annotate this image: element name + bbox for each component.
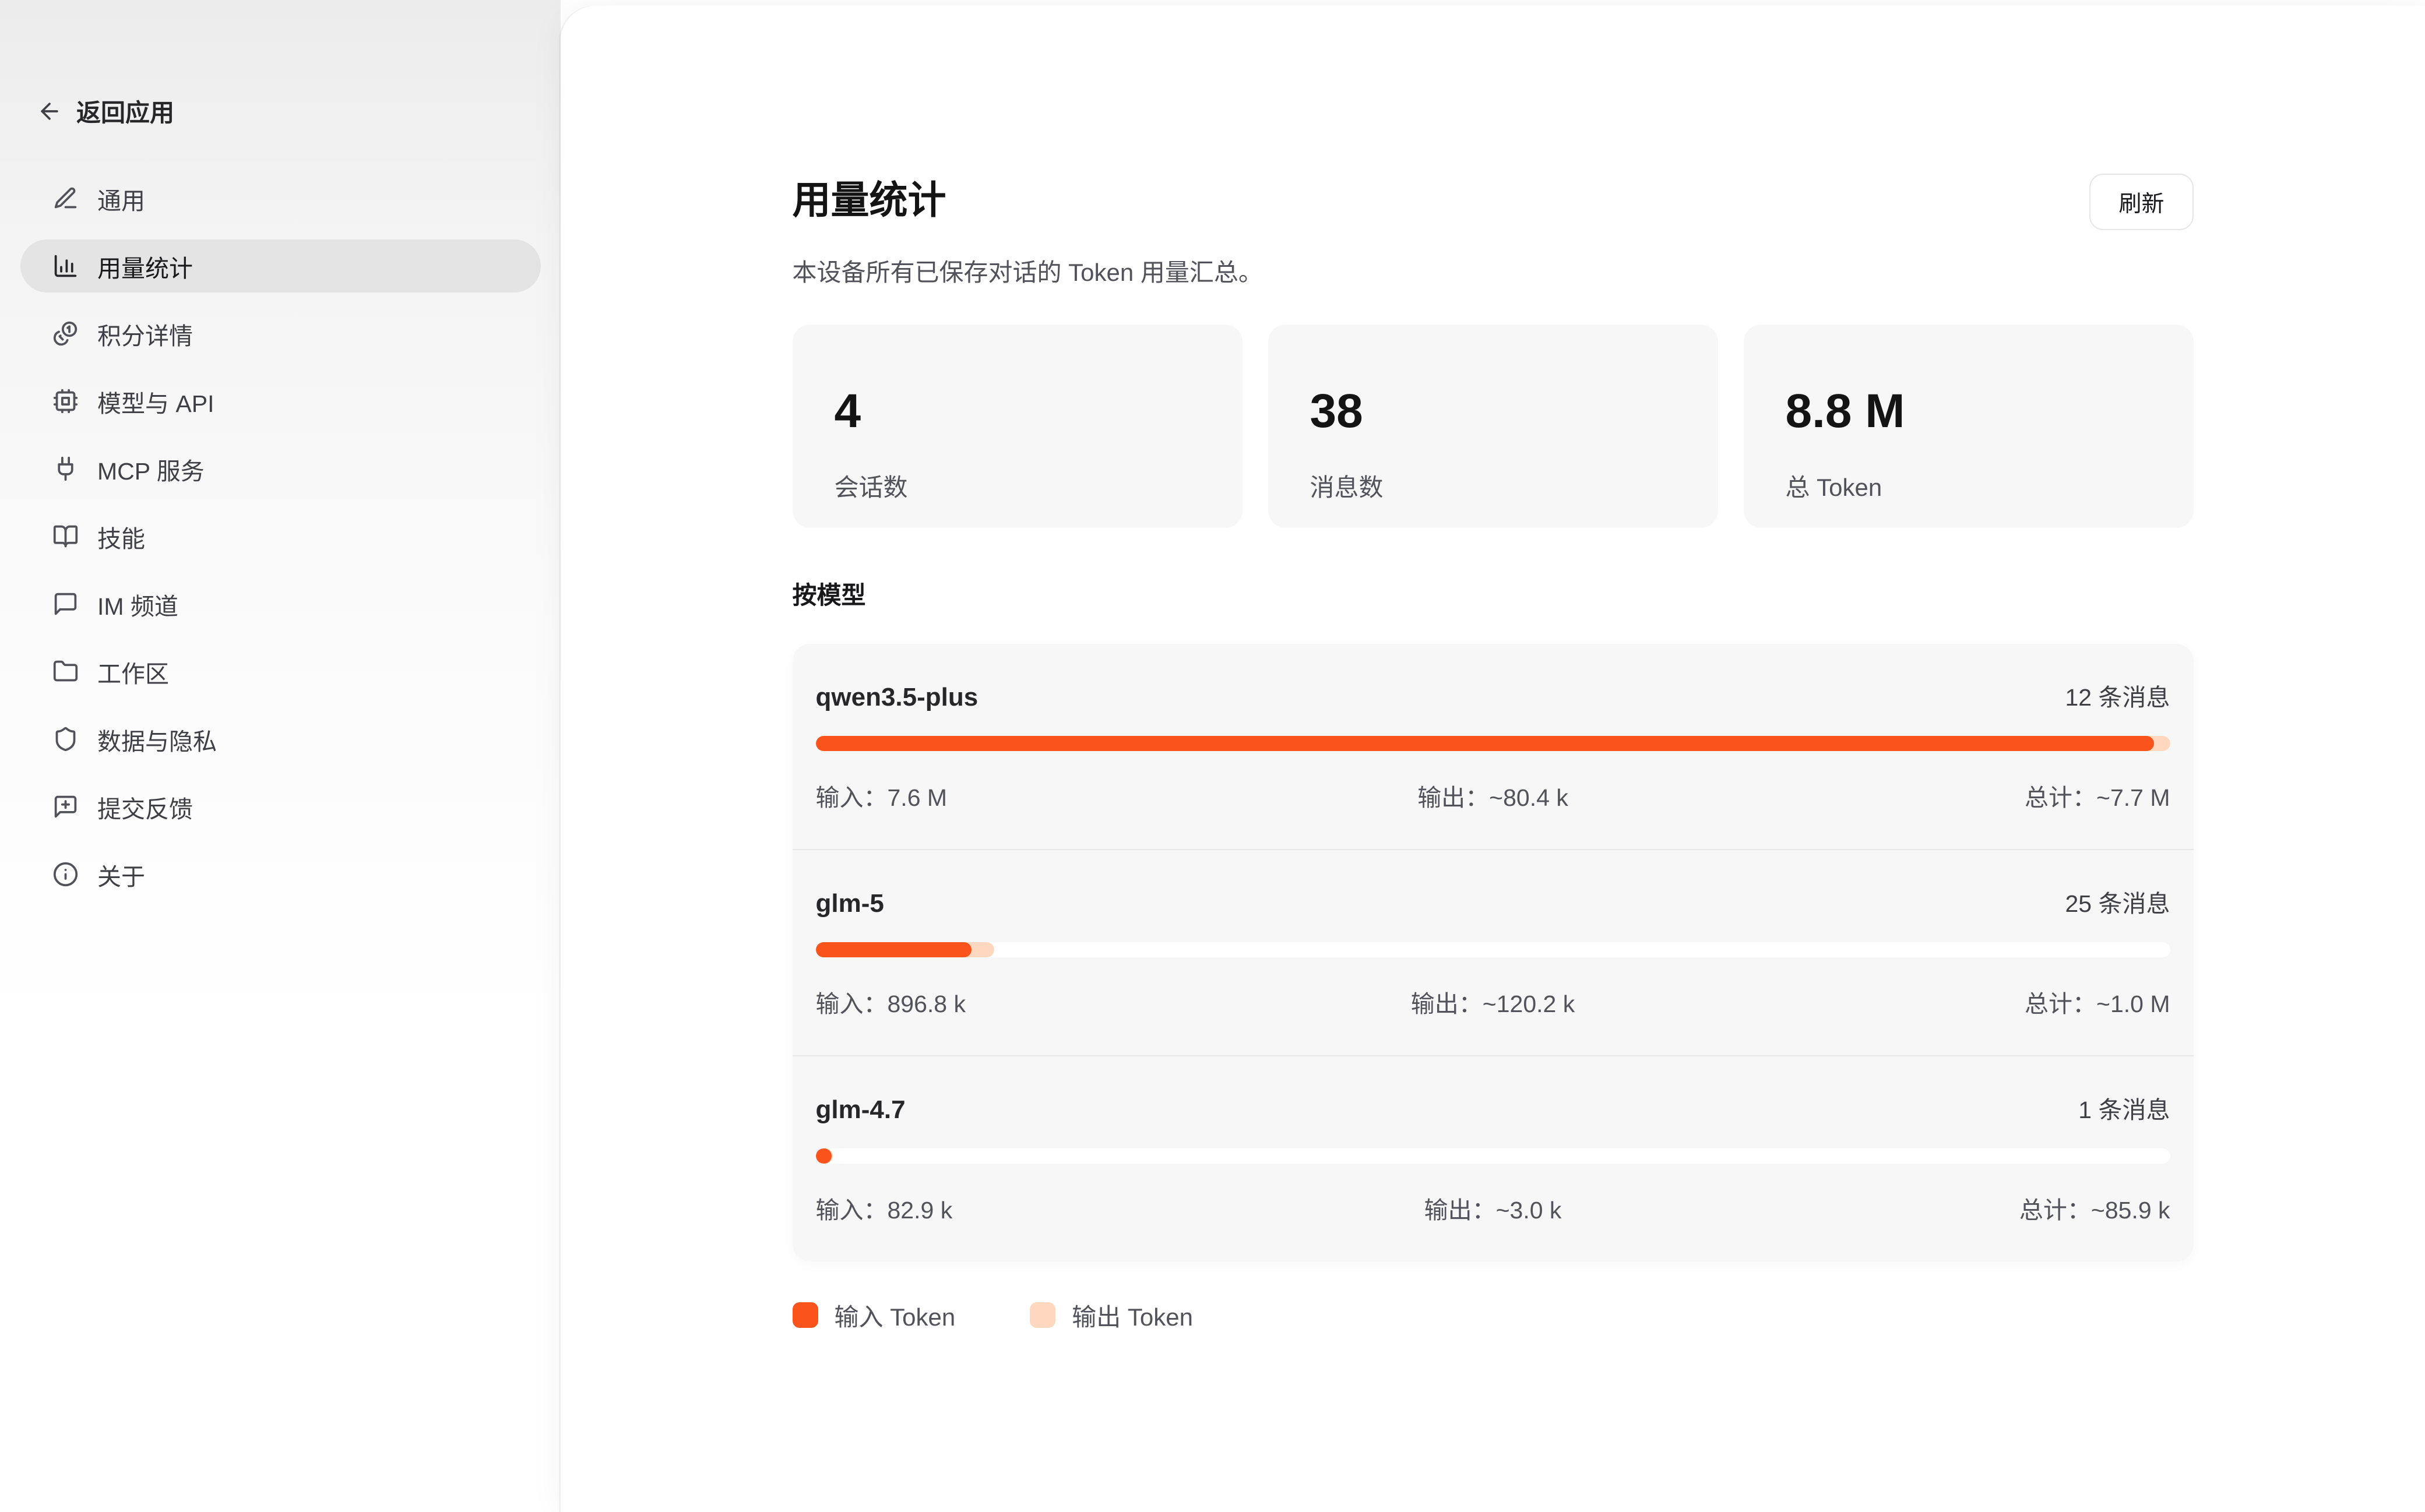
sidebar-item-data-privacy[interactable]: 数据与隐私 [20, 713, 541, 766]
model-message-count: 25 条消息 [2065, 890, 2170, 917]
legend-input-token: 输入 Token [792, 1298, 956, 1333]
sidebar-item-about[interactable]: 关于 [20, 848, 541, 901]
model-row-qwen3-5-plus: qwen3.5-plus 12 条消息 输入：7.6 M 输出：~80.4 k … [793, 644, 2194, 849]
stat-card-sessions: 4 会话数 [792, 324, 1243, 528]
settings-main-panel: 用量统计 本设备所有已保存对话的 Token 用量汇总。 刷新 4 会话数 38… [561, 6, 2425, 1512]
sidebar-item-label: 通用 [97, 187, 145, 214]
model-name: glm-5 [815, 889, 884, 918]
legend-label: 输出 Token [1072, 1303, 1193, 1331]
page-subtitle: 本设备所有已保存对话的 Token 用量汇总。 [792, 258, 1263, 286]
model-name: glm-4.7 [815, 1095, 906, 1124]
input-token-segment [815, 735, 2154, 751]
model-total-stat: 总计：~7.7 M [2025, 784, 2170, 811]
cpu-icon [53, 389, 78, 414]
output-token-swatch [1030, 1302, 1056, 1328]
settings-sidebar: 返回应用 通用 用量统计 积分详情 模型与 API MCP 服务 技能 I [0, 0, 561, 1512]
plug-icon [58, 456, 73, 481]
back-to-app-label: 返回应用 [76, 99, 175, 126]
sidebar-item-label: 模型与 API [97, 390, 214, 417]
stat-value: 38 [1310, 384, 1363, 438]
model-message-count: 12 条消息 [2065, 683, 2170, 711]
stat-label: 会话数 [834, 473, 908, 501]
model-output-stat: 输出：~120.2 k [1410, 990, 1575, 1017]
sidebar-item-label: 用量统计 [97, 255, 193, 282]
book-open-icon [53, 525, 78, 548]
model-row-glm-5: glm-5 25 条消息 输入：896.8 k 输出：~120.2 k 总计：~… [792, 848, 2194, 1055]
model-row-glm-4-7: glm-4.7 1 条消息 输入：82.9 k 输出：~3.0 k 总计：~85… [792, 1055, 2194, 1261]
sidebar-item-label: 数据与隐私 [97, 728, 217, 755]
stat-value: 8.8 M [1785, 384, 1905, 438]
back-to-app-link[interactable]: 返回应用 [37, 93, 541, 129]
legend-label: 输入 Token [834, 1303, 956, 1331]
stat-value: 4 [834, 384, 861, 438]
input-token-segment [815, 942, 972, 957]
model-name: qwen3.5-plus [815, 682, 979, 711]
model-message-count: 1 条消息 [2078, 1096, 2170, 1123]
sidebar-item-label: 提交反馈 [97, 795, 193, 823]
by-model-heading: 按模型 [792, 581, 866, 609]
bar-legend: 输入 Token 输出 Token [792, 1298, 2194, 1333]
sidebar-item-skills[interactable]: 技能 [20, 510, 541, 563]
arrow-left-icon [41, 102, 58, 120]
shield-icon [55, 727, 76, 752]
token-usage-bar [815, 942, 2170, 957]
sidebar-item-label: 技能 [97, 525, 145, 552]
refresh-button[interactable]: 刷新 [2089, 174, 2194, 230]
model-output-stat: 输出：~3.0 k [1424, 1196, 1562, 1224]
model-input-stat: 输入：7.6 M [815, 784, 948, 811]
sidebar-item-label: 积分详情 [97, 322, 193, 350]
model-input-stat: 输入：82.9 k [815, 1196, 953, 1224]
sidebar-item-label: 关于 [97, 863, 145, 890]
model-output-stat: 输出：~80.4 k [1417, 784, 1568, 811]
coins-icon [53, 321, 78, 346]
sidebar-item-im-channels[interactable]: IM 频道 [20, 577, 541, 630]
folder-icon [53, 660, 78, 682]
model-total-stat: 总计：~1.0 M [2025, 990, 2170, 1017]
input-token-segment [815, 1148, 832, 1164]
model-total-stat: 总计：~85.9 k [2019, 1196, 2170, 1224]
token-usage-bar [815, 1148, 2170, 1164]
sidebar-item-feedback[interactable]: 提交反馈 [20, 780, 541, 833]
sidebar-nav: 通用 用量统计 积分详情 模型与 API MCP 服务 技能 IM 频道 工作 [20, 172, 541, 901]
stat-label: 总 Token [1785, 473, 1882, 501]
bar-chart-icon [54, 255, 77, 277]
sidebar-item-usage-stats[interactable]: 用量统计 [20, 239, 541, 292]
sidebar-item-general[interactable]: 通用 [20, 172, 541, 225]
sidebar-item-label: IM 频道 [97, 593, 178, 620]
page-title: 用量统计 [792, 178, 946, 221]
input-token-swatch [792, 1302, 818, 1328]
stat-label: 消息数 [1310, 473, 1384, 501]
message-square-icon [54, 593, 77, 615]
token-usage-bar [815, 735, 2170, 751]
sidebar-item-credits[interactable]: 积分详情 [20, 307, 541, 360]
stat-card-total-tokens: 8.8 M 总 Token [1743, 324, 2194, 528]
sidebar-item-label: MCP 服务 [97, 457, 205, 485]
model-input-stat: 输入：896.8 k [815, 990, 966, 1017]
message-plus-icon [54, 795, 77, 818]
pencil-icon [54, 187, 77, 209]
stat-card-messages: 38 消息数 [1268, 324, 1718, 528]
sidebar-item-models-api[interactable]: 模型与 API [20, 375, 541, 428]
stat-cards: 4 会话数 38 消息数 8.8 M 总 Token [792, 324, 2194, 528]
legend-output-token: 输出 Token [1030, 1298, 1193, 1333]
models-usage-card: qwen3.5-plus 12 条消息 输入：7.6 M 输出：~80.4 k … [792, 643, 2194, 1261]
sidebar-item-label: 工作区 [97, 660, 169, 688]
sidebar-item-mcp-services[interactable]: MCP 服务 [20, 442, 541, 495]
info-icon [53, 862, 78, 887]
sidebar-item-workspace[interactable]: 工作区 [20, 645, 541, 698]
